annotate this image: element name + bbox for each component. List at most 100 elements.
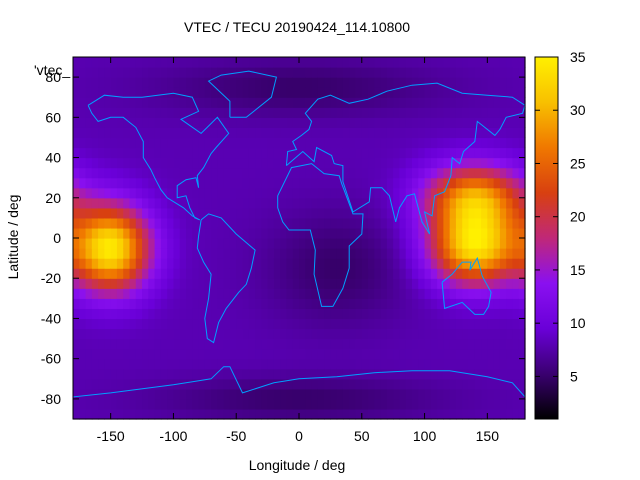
heatmap-cell <box>148 137 156 149</box>
heatmap-cell <box>167 298 175 309</box>
heatmap-cell <box>512 67 520 78</box>
heatmap-cell <box>116 117 124 128</box>
heatmap-cell <box>116 298 124 309</box>
heatmap-cell <box>79 408 87 420</box>
heatmap-cell <box>311 167 319 179</box>
heatmap-cell <box>211 348 218 360</box>
heatmap-cell <box>311 238 319 249</box>
heatmap-cell <box>104 197 112 209</box>
heatmap-cell <box>123 87 131 98</box>
heatmap-cell <box>186 227 193 239</box>
heatmap-cell <box>361 217 369 229</box>
heatmap-cell <box>211 137 218 149</box>
heatmap-cell <box>368 167 375 179</box>
heatmap-cell <box>380 358 388 370</box>
heatmap-cell <box>236 268 244 279</box>
heatmap-cell <box>198 358 206 370</box>
heatmap-cell <box>280 408 288 420</box>
heatmap-cell <box>512 378 520 390</box>
heatmap-cell <box>355 408 363 420</box>
coastline <box>207 70 278 118</box>
heatmap-cell <box>229 238 237 249</box>
heatmap-cell <box>261 217 269 229</box>
heatmap-cell <box>424 388 432 400</box>
heatmap-cell <box>123 227 131 239</box>
heatmap-cell <box>430 227 438 239</box>
heatmap-cell <box>160 368 168 380</box>
heatmap-cell <box>305 338 313 350</box>
heatmap-cell <box>211 217 218 229</box>
heatmap-cell <box>355 137 363 149</box>
heatmap-cell <box>135 398 143 410</box>
heatmap-cell <box>336 318 344 330</box>
heatmap-cell <box>179 248 187 259</box>
heatmap-cell <box>368 258 375 269</box>
heatmap-cell <box>167 77 175 88</box>
heatmap-cell <box>336 187 344 199</box>
y-tick-label: -60 <box>41 351 61 367</box>
heatmap-cell <box>474 248 482 259</box>
heatmap-cell <box>267 137 275 149</box>
heatmap-cell <box>135 238 143 249</box>
heatmap-cell <box>380 278 388 289</box>
heatmap-cell <box>73 97 80 108</box>
heatmap-cell <box>512 97 520 108</box>
heatmap-cell <box>255 378 262 390</box>
heatmap-cell <box>261 87 269 98</box>
heatmap-cell <box>198 248 206 259</box>
heatmap-cell <box>437 288 444 299</box>
heatmap-cell <box>437 97 444 108</box>
heatmap-cell <box>437 398 444 410</box>
heatmap-cell <box>412 67 419 78</box>
heatmap-cell <box>499 238 507 249</box>
heatmap-cell <box>424 278 432 289</box>
heatmap-cell <box>462 348 470 360</box>
heatmap-cell <box>73 117 80 128</box>
heatmap-cell <box>223 227 231 239</box>
heatmap-cell <box>317 268 325 279</box>
heatmap-cell <box>443 117 451 128</box>
heatmap-cell <box>255 87 262 98</box>
heatmap-cell <box>229 248 237 259</box>
heatmap-cell <box>342 157 350 169</box>
heatmap-cell <box>204 127 212 139</box>
heatmap-cell <box>487 358 495 370</box>
heatmap-cell <box>91 408 99 420</box>
heatmap-cell <box>135 348 143 360</box>
heatmap-cell <box>186 137 193 149</box>
heatmap-cell <box>286 258 294 269</box>
heatmap-cell <box>116 217 124 229</box>
heatmap-cell <box>217 338 225 350</box>
heatmap-cell <box>248 318 256 330</box>
heatmap-cell <box>173 268 181 279</box>
heatmap-cell <box>311 107 319 118</box>
heatmap-cell <box>148 97 156 108</box>
heatmap-cell <box>330 248 338 259</box>
heatmap-cell <box>487 278 495 289</box>
heatmap-cell <box>361 258 369 269</box>
heatmap-cell <box>110 177 118 189</box>
heatmap-cell <box>204 278 212 289</box>
heatmap-cell <box>73 328 80 340</box>
heatmap-cell <box>292 157 300 169</box>
heatmap-cell <box>142 157 149 169</box>
heatmap-cell <box>204 308 212 320</box>
heatmap-cell <box>236 187 244 199</box>
heatmap-cell <box>449 238 457 249</box>
heatmap-cell <box>223 77 231 88</box>
heatmap-cell <box>292 408 300 420</box>
y-tick-label: 40 <box>45 150 61 166</box>
heatmap-cell <box>273 378 281 390</box>
heatmap-cell <box>455 167 463 179</box>
heatmap-cell <box>236 107 244 118</box>
colorbar-tick-label: 25 <box>570 155 586 171</box>
heatmap-cell <box>211 107 218 118</box>
heatmap-cell <box>418 368 426 380</box>
heatmap-cell <box>91 197 99 209</box>
heatmap-cell <box>374 248 382 259</box>
heatmap-cell <box>336 338 344 350</box>
heatmap-cell <box>286 298 294 309</box>
heatmap-cell <box>148 378 156 390</box>
heatmap-cell <box>393 368 401 380</box>
heatmap-cell <box>292 107 300 118</box>
